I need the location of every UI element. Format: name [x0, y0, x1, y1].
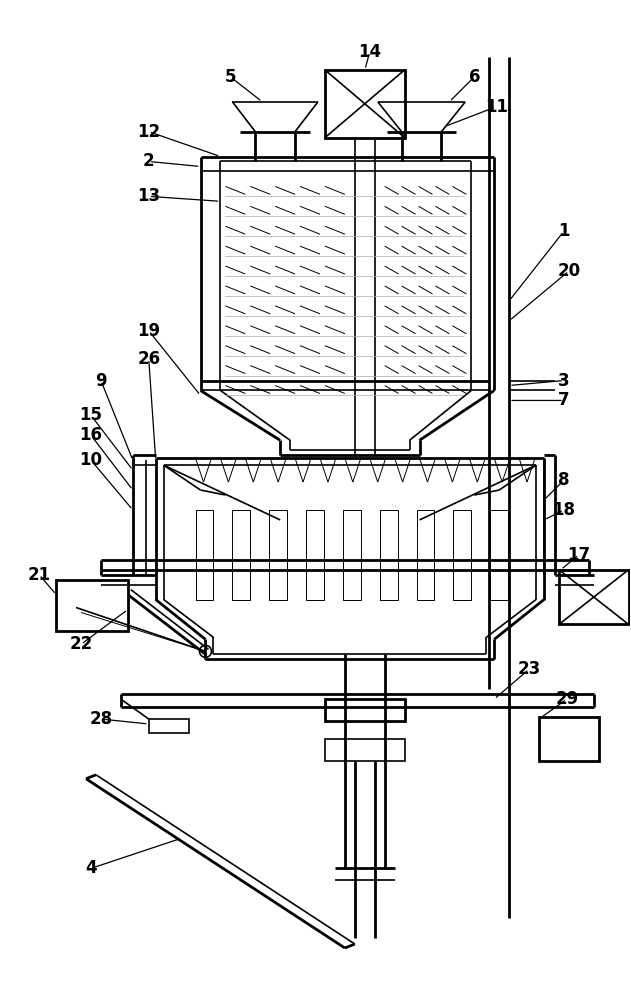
Text: 11: 11 [485, 98, 508, 116]
Text: 7: 7 [558, 391, 570, 409]
Bar [380, 510, 398, 600]
Text: 19: 19 [137, 322, 160, 340]
Text: 4: 4 [85, 859, 97, 877]
Text: 10: 10 [80, 451, 102, 469]
Bar [232, 510, 251, 600]
Text: 16: 16 [80, 426, 102, 444]
Text: 22: 22 [69, 635, 93, 653]
Bar [196, 510, 213, 600]
Text: 12: 12 [137, 123, 160, 141]
Bar [325, 739, 404, 761]
Bar [416, 510, 435, 600]
Text: 3: 3 [558, 372, 570, 390]
Text: 28: 28 [90, 710, 112, 728]
Text: 14: 14 [358, 43, 381, 61]
Text: 9: 9 [95, 372, 107, 390]
Text: 26: 26 [137, 350, 160, 368]
Bar [559, 570, 628, 624]
Text: 13: 13 [137, 187, 160, 205]
Bar [56, 580, 128, 631]
Text: 21: 21 [28, 566, 50, 584]
Bar [325, 70, 404, 138]
Text: 1: 1 [558, 222, 570, 240]
Bar [149, 719, 189, 733]
Bar [490, 510, 508, 600]
Bar [306, 510, 324, 600]
Text: 17: 17 [567, 546, 591, 564]
Text: 2: 2 [143, 152, 155, 170]
Text: 8: 8 [558, 471, 570, 489]
Bar [269, 510, 287, 600]
Bar [325, 699, 404, 721]
Bar [539, 717, 599, 761]
Text: 5: 5 [225, 68, 236, 86]
Text: 15: 15 [80, 406, 102, 424]
Bar [454, 510, 471, 600]
Text: 6: 6 [469, 68, 480, 86]
Text: 18: 18 [552, 501, 575, 519]
Text: 29: 29 [555, 690, 579, 708]
Text: 20: 20 [557, 262, 581, 280]
Text: 23: 23 [517, 660, 541, 678]
Bar [343, 510, 361, 600]
